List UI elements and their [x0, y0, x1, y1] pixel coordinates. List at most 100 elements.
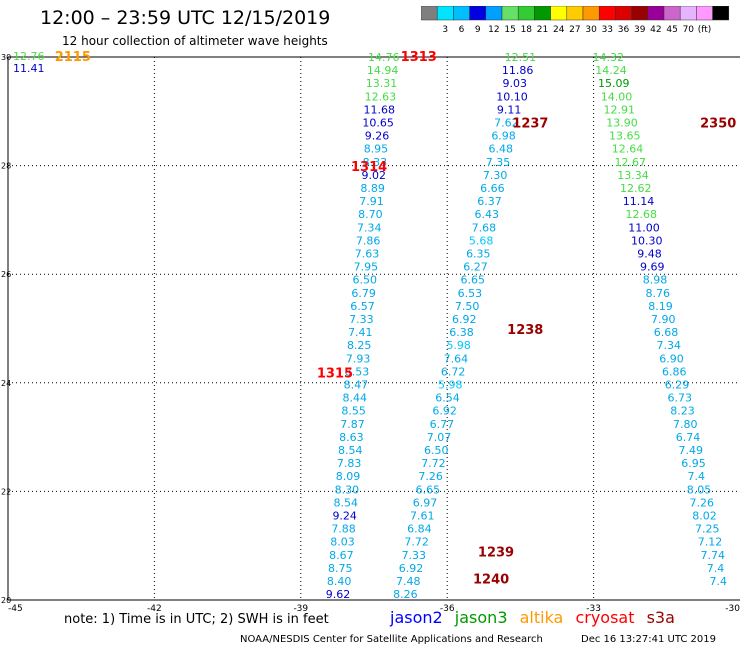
colorbar-label: 27: [569, 25, 580, 35]
wave-height-value: 6.74: [676, 431, 701, 444]
wave-height-value: 6.84: [407, 523, 432, 536]
wave-height-value: 14.24: [595, 64, 627, 77]
wave-height-value: 11.14: [623, 195, 655, 208]
wave-height-value: 5.98: [446, 339, 471, 352]
wave-height-value: 7.34: [357, 221, 382, 234]
wave-height-value: 12.67: [614, 156, 646, 169]
wave-height-value: 6.97: [413, 496, 438, 509]
track-label: 1238: [507, 323, 543, 338]
latitude-tick-label: 30: [1, 53, 11, 62]
wave-height-value: 8.98: [643, 274, 668, 287]
wave-height-value: 7.91: [359, 195, 384, 208]
wave-height-value: 6.68: [654, 326, 679, 339]
wave-height-value: 8.53: [345, 365, 370, 378]
latitude-tick-label: 24: [1, 379, 11, 388]
wave-height-value: 7.90: [651, 313, 676, 326]
wave-height-value: 10.30: [631, 234, 663, 247]
wave-height-value: 6.92: [452, 313, 477, 326]
latitude-tick-label: 28: [1, 162, 11, 171]
wave-height-value: 6.37: [477, 195, 502, 208]
wave-height-value: 8.02: [692, 510, 717, 523]
wave-height-value: 9.03: [503, 77, 528, 90]
wave-height-value: 7.72: [404, 536, 429, 549]
wave-height-value: 6.35: [466, 248, 491, 261]
latitude-tick-label: 22: [1, 487, 11, 496]
wave-height-value: 8.55: [341, 405, 366, 418]
wave-height-value: 7.07: [427, 431, 452, 444]
track-label: 1313: [401, 50, 437, 65]
wave-height-value: 7.35: [486, 156, 511, 169]
wave-height-value: 6.29: [665, 379, 690, 392]
wave-height-value: 7.83: [337, 457, 362, 470]
track-label: 2115: [55, 50, 91, 65]
credit-line: NOAA/NESDIS Center for Satellite Applica…: [240, 634, 543, 645]
satellite-legend: jason2 jason3 altika cryosat s3a: [390, 608, 682, 627]
track-label: 1314: [351, 160, 387, 175]
wave-height-value: 10.65: [362, 117, 394, 130]
wave-height-value: 5.68: [469, 234, 494, 247]
longitude-tick-label: -36: [440, 604, 455, 614]
track-label: 1237: [512, 117, 548, 132]
wave-height-value: 6.72: [441, 365, 466, 378]
wave-height-value: 6.27: [463, 261, 488, 274]
wave-height-value: 8.89: [360, 182, 385, 195]
colorbar-swatch: [712, 6, 730, 21]
wave-height-value: 6.57: [350, 300, 375, 313]
wave-height-value: 15.09: [598, 77, 630, 90]
footer-note: note: 1) Time is in UTC; 2) SWH is in fe…: [64, 612, 329, 627]
wave-height-value: 11.00: [628, 221, 660, 234]
wave-height-value: 7.41: [348, 326, 373, 339]
wave-height-value: 9.26: [365, 130, 390, 143]
wave-height-value: 7.49: [678, 444, 703, 457]
wave-height-value: 6.77: [430, 418, 455, 431]
wave-height-value: 7.26: [689, 496, 714, 509]
colorbar-label: 30: [585, 25, 597, 35]
track-label: 1315: [317, 366, 353, 381]
wave-height-value: 7.61: [410, 510, 435, 523]
wave-height-value: 8.09: [336, 470, 361, 483]
wave-height-value: 7.25: [695, 523, 720, 536]
wave-height-value: 7.68: [472, 221, 497, 234]
wave-height-value: 7.26: [418, 470, 443, 483]
latitude-tick-label: 20: [1, 596, 11, 605]
wave-height-value: 14.00: [601, 90, 633, 103]
wave-height-value: 9.69: [640, 261, 665, 274]
longitude-tick-label: -30: [725, 604, 740, 614]
wave-height-value: 12.64: [612, 143, 644, 156]
satellite-legend-cryosat: cryosat: [575, 608, 635, 627]
wave-height-value: 8.47: [344, 379, 369, 392]
wave-height-value: 6.50: [424, 444, 449, 457]
wave-height-value: 7.34: [656, 339, 681, 352]
wave-height-value: 13.90: [606, 117, 638, 130]
wave-height-value: 6.53: [458, 287, 483, 300]
colorbar-label: 70: [683, 25, 695, 35]
wave-height-value: 6.48: [489, 143, 514, 156]
colorbar-label: 3: [442, 25, 448, 35]
wave-height-value: 7.4: [687, 470, 705, 483]
wave-height-value: 6.92: [399, 562, 424, 575]
wave-height-value: 8.44: [342, 392, 367, 405]
colorbar-label: 18: [521, 25, 533, 35]
wave-height-value: 8.75: [328, 562, 353, 575]
wave-height-value: 9.02: [361, 169, 386, 182]
wave-height-value: 12.63: [365, 90, 397, 103]
wave-height-value: 8.05: [687, 483, 712, 496]
map-subtitle: 12 hour collection of altimeter wave hei…: [62, 34, 328, 48]
longitude-tick-label: -42: [147, 604, 162, 614]
wave-height-value: 6.92: [432, 405, 457, 418]
satellite-legend-s3a: s3a: [646, 608, 675, 627]
track-label: 1239: [478, 546, 514, 561]
wave-height-value: 8.03: [330, 536, 355, 549]
track-label: 2350: [700, 117, 736, 132]
generation-timestamp: Dec 16 13:27:41 UTC 2019: [581, 634, 716, 645]
color-legend: 3 6 9 12 15 18 21 24 27 30 33 36 39 42 45 70 (ft): [421, 6, 730, 35]
colorbar-label: 12: [488, 25, 499, 35]
wave-height-value: 8.19: [648, 300, 673, 313]
wave-height-value: 12.51: [505, 51, 537, 64]
wave-height-value: 6.66: [480, 182, 505, 195]
satellite-legend-jason3: jason3: [454, 608, 508, 627]
wave-height-value: 13.34: [617, 169, 649, 182]
colorbar-label: 42: [650, 25, 661, 35]
colorbar-label: 45: [666, 25, 677, 35]
